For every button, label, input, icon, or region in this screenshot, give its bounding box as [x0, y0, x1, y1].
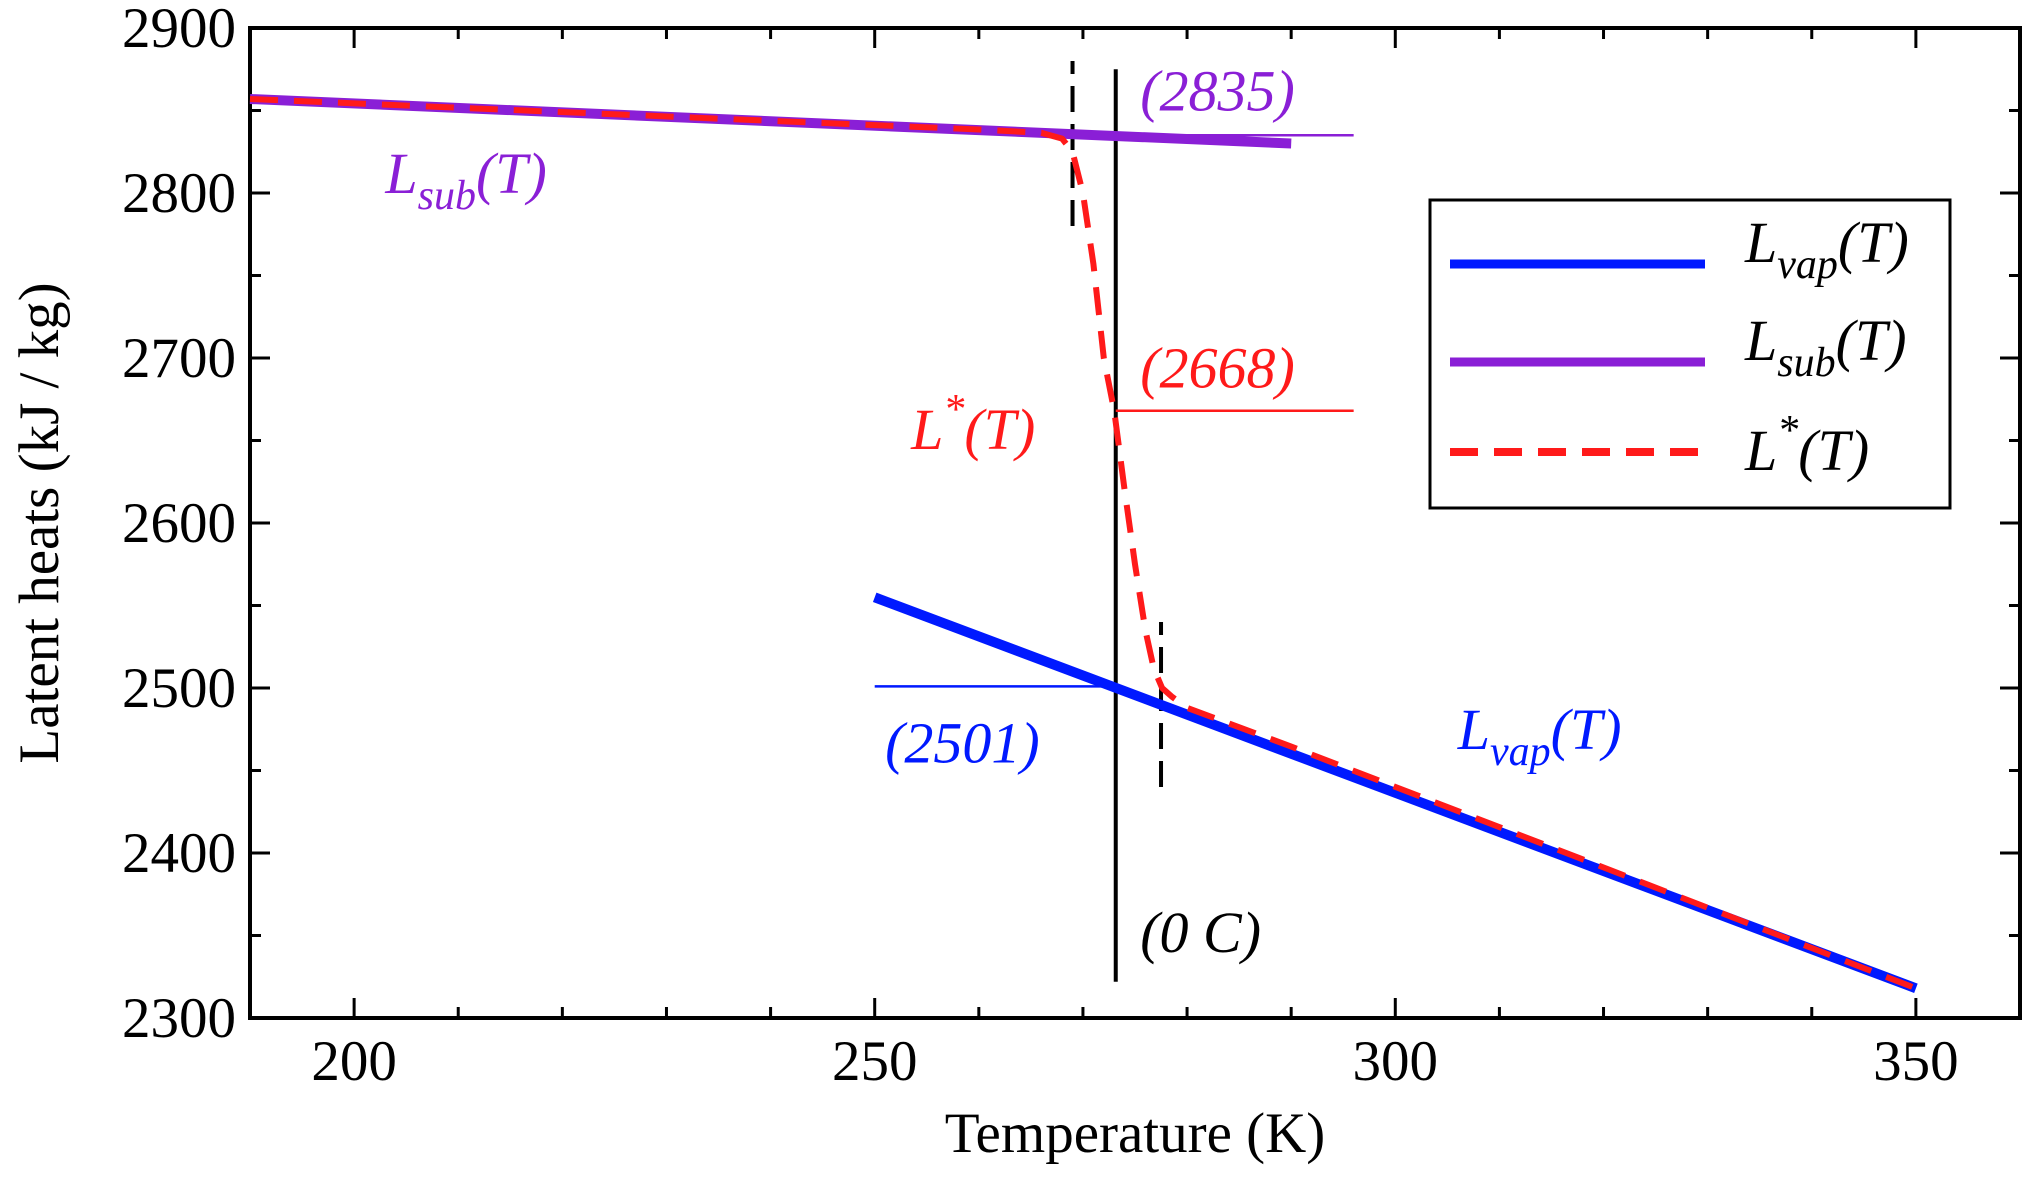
annotation-lvap-sub: vap — [1490, 729, 1551, 775]
series-lines — [249, 94, 1918, 993]
reference-lines — [874, 61, 1354, 982]
legend-label-sub: Lsub(T) — [1744, 308, 1907, 386]
legend: Lvap(T) Lsub(T) L*(T) — [1428, 198, 1952, 510]
series-line-sub — [249, 94, 1292, 149]
annotation-2835: (2835) — [1140, 59, 1295, 124]
annotation-lsub-rest: (T) — [476, 141, 547, 206]
annotation-lstar: L*(T) — [910, 387, 1035, 462]
legend-star-sup: * — [1777, 408, 1798, 454]
legend-vap-rest: (T) — [1838, 210, 1909, 275]
legend-box — [1428, 198, 1952, 510]
legend-label-star: L*(T) — [1744, 408, 1869, 483]
axis-ticks — [248, 26, 2022, 1020]
annotation-lsub-main: L — [384, 141, 417, 206]
legend-sub-sub: sub — [1777, 340, 1835, 386]
x-tick-label: 250 — [832, 1030, 918, 1093]
x-axis-title: Temperature (K) — [945, 1102, 1326, 1165]
annotation-zero-celsius: (0 C) — [1140, 900, 1261, 965]
x-tick-label: 350 — [1873, 1030, 1959, 1093]
axis-tick-labels: 200 250 300 350 2300 2400 2500 2600 2700 2800 2900 — [122, 0, 1959, 1093]
annotation-lvap: Lvap(T) — [1457, 697, 1622, 775]
annotation-lsub: Lsub(T) — [384, 141, 547, 219]
annotation-2501: (2501) — [885, 710, 1040, 775]
y-tick-label: 2500 — [122, 657, 236, 720]
y-tick-label: 2400 — [122, 822, 236, 885]
annotation-lstar-main: L — [910, 397, 943, 462]
annotation-lvap-main: L — [1457, 697, 1490, 762]
annotation-lstar-sup: * — [943, 387, 964, 433]
y-axis-title: Latent heats (kJ / kg) — [8, 282, 71, 763]
y-tick-label: 2700 — [122, 327, 236, 390]
series-line-star — [249, 96, 1917, 992]
annotation-lstar-rest: (T) — [964, 397, 1035, 462]
y-tick-label: 2300 — [122, 987, 236, 1050]
x-tick-label: 200 — [311, 1030, 397, 1093]
annotation-lsub-sub: sub — [418, 173, 476, 219]
legend-star-rest: (T) — [1798, 418, 1869, 483]
legend-sub-rest: (T) — [1836, 308, 1907, 373]
legend-star-main: L — [1744, 418, 1777, 483]
legend-sub-main: L — [1744, 308, 1777, 373]
legend-label-vap: Lvap(T) — [1744, 210, 1909, 288]
annotation-lvap-rest: (T) — [1551, 697, 1622, 762]
legend-vap-main: L — [1744, 210, 1777, 275]
y-tick-label: 2600 — [122, 492, 236, 555]
series-line-vap — [872, 592, 1918, 993]
y-tick-label: 2900 — [122, 0, 236, 60]
y-tick-label: 2800 — [122, 162, 236, 225]
annotation-2668: (2668) — [1140, 336, 1295, 401]
x-tick-label: 300 — [1353, 1030, 1439, 1093]
legend-vap-sub: vap — [1777, 242, 1838, 288]
